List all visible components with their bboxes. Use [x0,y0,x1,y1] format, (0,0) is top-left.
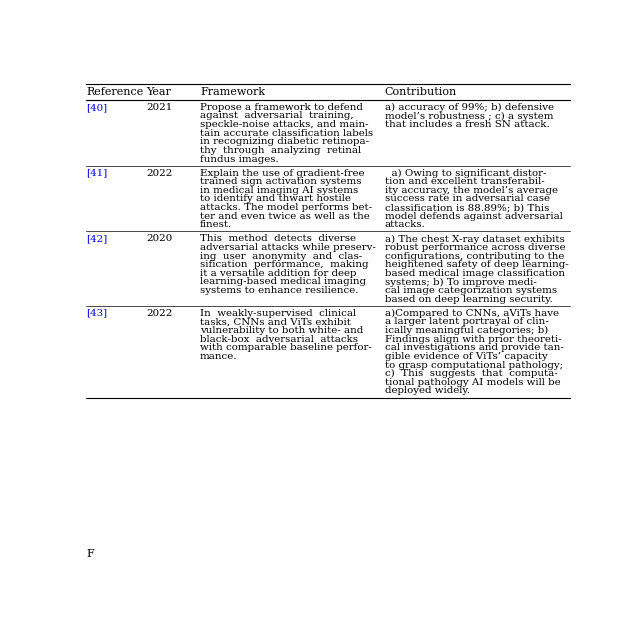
Text: [42]: [42] [86,235,108,243]
Text: Reference: Reference [86,88,143,98]
Text: fundus images.: fundus images. [200,155,279,164]
Text: success rate in adversarial case: success rate in adversarial case [385,194,550,203]
Text: systems; b) To improve medi-: systems; b) To improve medi- [385,277,536,287]
Text: ing  user  anonymity  and  clas-: ing user anonymity and clas- [200,252,362,261]
Text: Explain the use of gradient-free: Explain the use of gradient-free [200,169,365,178]
Text: In  weakly-supervised  clinical: In weakly-supervised clinical [200,309,356,318]
Text: model defends against adversarial: model defends against adversarial [385,212,563,220]
Text: a larger latent portrayal of clin-: a larger latent portrayal of clin- [385,318,548,327]
Text: black-box  adversarial  attacks: black-box adversarial attacks [200,335,358,344]
Text: in recognizing diabetic retinopa-: in recognizing diabetic retinopa- [200,137,369,146]
Text: deployed widely.: deployed widely. [385,387,470,396]
Text: a)Compared to CNNs, aViTs have: a)Compared to CNNs, aViTs have [385,309,559,318]
Text: classification is 88.89%; b) This: classification is 88.89%; b) This [385,203,549,212]
Text: tasks, CNNs and ViTs exhibit: tasks, CNNs and ViTs exhibit [200,318,351,327]
Text: Propose a framework to defend: Propose a framework to defend [200,103,363,112]
Text: heightened safety of deep learning-: heightened safety of deep learning- [385,260,568,269]
Text: ter and even twice as well as the: ter and even twice as well as the [200,212,370,220]
Text: c)  This  suggests  that  computa-: c) This suggests that computa- [385,369,557,378]
Text: to identify and thwart hostile: to identify and thwart hostile [200,194,351,203]
Text: learning-based medical imaging: learning-based medical imaging [200,277,366,286]
Text: [41]: [41] [86,169,108,178]
Text: tional pathology AI models will be: tional pathology AI models will be [385,378,560,387]
Text: attacks. The model performs bet-: attacks. The model performs bet- [200,203,372,212]
Text: thy  through  analyzing  retinal: thy through analyzing retinal [200,146,361,155]
Text: This  method  detects  diverse: This method detects diverse [200,235,356,243]
Text: ity accuracy, the model’s average: ity accuracy, the model’s average [385,186,557,195]
Text: based on deep learning security.: based on deep learning security. [385,295,552,304]
Text: 2022: 2022 [146,169,172,178]
Text: systems to enhance resilience.: systems to enhance resilience. [200,286,358,295]
Text: finest.: finest. [200,220,232,229]
Text: sification  performance,  making: sification performance, making [200,260,369,269]
Text: it a versatile addition for deep: it a versatile addition for deep [200,269,356,278]
Text: speckle-noise attacks, and main-: speckle-noise attacks, and main- [200,120,369,129]
Text: tion and excellent transferabil-: tion and excellent transferabil- [385,177,545,186]
Text: Findings align with prior theoreti-: Findings align with prior theoreti- [385,335,561,344]
Text: in medical imaging AI systems: in medical imaging AI systems [200,186,358,195]
Text: with comparable baseline perfor-: with comparable baseline perfor- [200,343,372,352]
Text: to grasp computational pathology;: to grasp computational pathology; [385,360,563,369]
Text: adversarial attacks while preserv-: adversarial attacks while preserv- [200,243,376,252]
Text: [43]: [43] [86,309,108,318]
Text: attacks.: attacks. [385,220,426,229]
Text: cal investigations and provide tan-: cal investigations and provide tan- [385,343,563,352]
Text: robust performance across diverse: robust performance across diverse [385,243,565,252]
Text: gible evidence of ViTs’ capacity: gible evidence of ViTs’ capacity [385,352,547,361]
Text: a) accuracy of 99%; b) defensive: a) accuracy of 99%; b) defensive [385,103,554,112]
Text: based medical image classification: based medical image classification [385,269,564,278]
Text: tain accurate classification labels: tain accurate classification labels [200,128,373,138]
Text: model’s robustness ; c) a system: model’s robustness ; c) a system [385,111,553,121]
Text: configurations, contributing to the: configurations, contributing to the [385,252,564,261]
Text: 2022: 2022 [146,309,172,318]
Text: [40]: [40] [86,103,108,112]
Text: vulnerability to both white- and: vulnerability to both white- and [200,326,364,335]
Text: 2020: 2020 [146,235,172,243]
Text: cal image categorization systems: cal image categorization systems [385,286,557,295]
Text: F: F [86,550,94,560]
Text: ically meaningful categories; b): ically meaningful categories; b) [385,326,548,335]
Text: Framework: Framework [200,88,265,98]
Text: mance.: mance. [200,352,237,361]
Text: a) The chest X-ray dataset exhibits: a) The chest X-ray dataset exhibits [385,235,564,243]
Text: 2021: 2021 [146,103,172,112]
Text: Year: Year [146,88,171,98]
Text: trained sign activation systems: trained sign activation systems [200,177,362,186]
Text: that includes a fresh SN attack.: that includes a fresh SN attack. [385,120,549,129]
Text: a) Owing to significant distor-: a) Owing to significant distor- [385,169,546,178]
Text: Contribution: Contribution [385,88,457,98]
Text: against  adversarial  training,: against adversarial training, [200,111,354,121]
